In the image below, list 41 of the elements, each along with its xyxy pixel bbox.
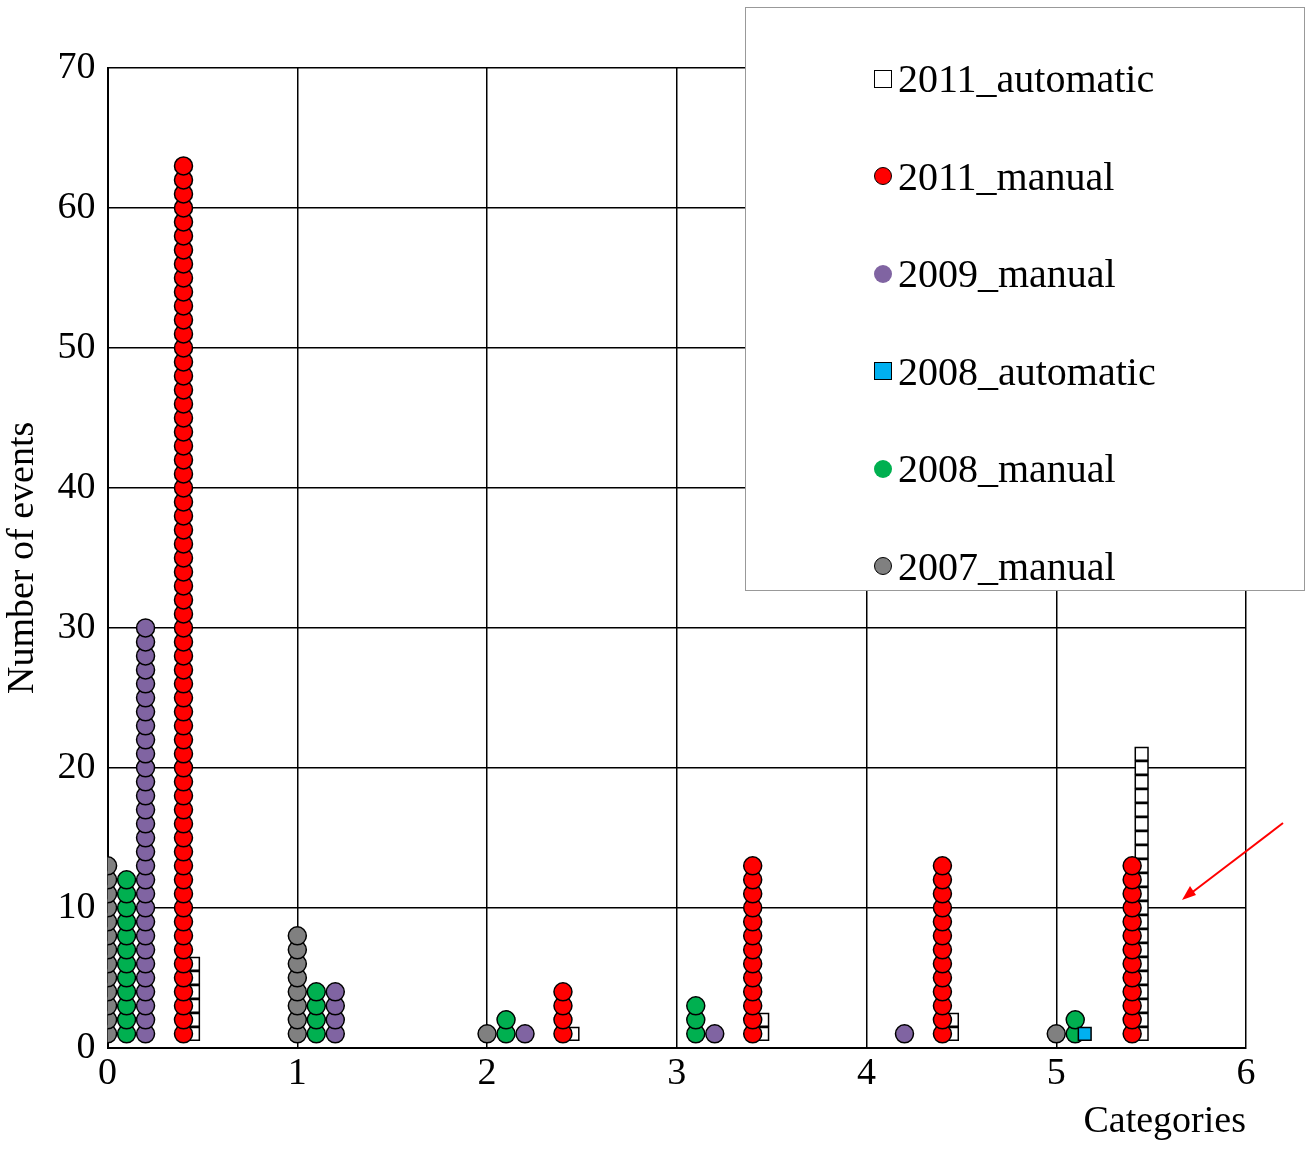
point: [1134, 760, 1149, 775]
point: [1134, 746, 1149, 761]
y-tick-label: 30: [57, 603, 96, 646]
x-tick-label: 6: [1236, 1049, 1256, 1092]
legend-label: 2009_manual: [898, 250, 1116, 298]
legend-label: 2008_automatic: [898, 347, 1156, 395]
y-tick-label: 60: [57, 183, 96, 226]
x-tick-label: 5: [1046, 1049, 1066, 1092]
point: [325, 982, 346, 1002]
point: [306, 982, 327, 1002]
x-tick-label: 2: [477, 1049, 497, 1092]
point: [1134, 788, 1149, 803]
point: [116, 870, 137, 890]
x-axis-title: Categories: [1083, 1098, 1246, 1141]
legend-label: 2008_manual: [898, 445, 1116, 493]
point: [1134, 774, 1149, 789]
point: [1134, 844, 1149, 859]
legend-label: 2007_manual: [898, 542, 1116, 590]
point: [1065, 1010, 1085, 1030]
x-tick-label: 1: [287, 1049, 307, 1092]
y-axis-title: Number of events: [0, 421, 41, 695]
point: [894, 1024, 915, 1044]
y-tick-label: 10: [57, 883, 96, 926]
x-tick-label: 3: [667, 1049, 687, 1092]
y-tick-label: 70: [57, 43, 96, 86]
y-tick-label: 40: [57, 463, 96, 506]
point: [515, 1024, 535, 1044]
y-tick-label: 0: [76, 1023, 96, 1066]
y-tick-label: 20: [57, 743, 96, 786]
legend-label: 2011_automatic: [898, 55, 1155, 103]
point: [496, 1010, 516, 1030]
point: [1077, 1026, 1092, 1041]
x-tick-label: 4: [857, 1049, 877, 1092]
y-tick-label: 50: [57, 323, 96, 366]
point: [135, 618, 156, 638]
legend-label: 2011_manual: [898, 152, 1115, 200]
point: [1134, 802, 1149, 817]
point: [1134, 816, 1149, 831]
point: [686, 996, 706, 1016]
point: [1134, 830, 1149, 845]
point: [705, 1024, 725, 1044]
